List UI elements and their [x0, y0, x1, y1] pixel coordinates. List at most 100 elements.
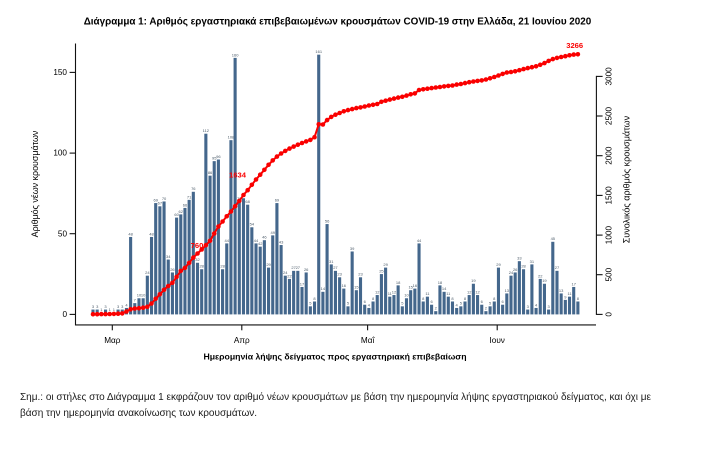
svg-text:150: 150 [53, 68, 67, 77]
svg-text:10: 10 [137, 293, 142, 298]
svg-text:68: 68 [245, 199, 250, 204]
svg-text:13: 13 [505, 288, 510, 293]
svg-text:12: 12 [392, 289, 397, 294]
svg-text:4: 4 [535, 302, 538, 307]
svg-text:12: 12 [475, 289, 480, 294]
svg-text:4: 4 [456, 302, 459, 307]
svg-text:18: 18 [438, 280, 443, 285]
svg-text:6: 6 [502, 299, 505, 304]
svg-text:1: 1 [100, 307, 103, 312]
svg-text:6: 6 [364, 299, 367, 304]
svg-text:0: 0 [605, 312, 614, 317]
svg-text:11: 11 [446, 291, 451, 296]
svg-text:19: 19 [471, 278, 476, 283]
svg-text:16: 16 [342, 283, 347, 288]
svg-text:5: 5 [489, 301, 492, 306]
svg-text:95: 95 [212, 156, 217, 161]
svg-text:16: 16 [413, 283, 418, 288]
svg-text:112: 112 [203, 128, 210, 133]
svg-text:1: 1 [113, 307, 116, 312]
svg-text:5: 5 [309, 301, 312, 306]
svg-text:760: 760 [191, 241, 204, 250]
svg-text:14: 14 [442, 286, 447, 291]
svg-text:3: 3 [92, 304, 95, 309]
svg-text:25: 25 [379, 268, 384, 273]
svg-text:6: 6 [430, 299, 433, 304]
svg-text:48: 48 [128, 231, 133, 236]
svg-text:70: 70 [162, 196, 167, 201]
svg-text:29: 29 [266, 262, 271, 267]
svg-text:44: 44 [417, 238, 422, 243]
svg-text:44: 44 [254, 238, 259, 243]
svg-text:Μαΐ: Μαΐ [361, 335, 376, 345]
svg-text:7: 7 [134, 298, 137, 303]
svg-text:27: 27 [555, 265, 560, 270]
svg-text:Ημερομηνία λήψης δείγματος προ: Ημερομηνία λήψης δείγματος προς εργαστηρ… [203, 352, 466, 362]
svg-text:1500: 1500 [605, 186, 614, 205]
svg-text:6: 6 [481, 299, 484, 304]
svg-text:28: 28 [220, 264, 225, 269]
svg-text:19: 19 [542, 278, 547, 283]
svg-text:28: 28 [521, 264, 526, 269]
svg-text:8: 8 [451, 296, 454, 301]
svg-text:3000: 3000 [605, 67, 614, 86]
svg-text:31: 31 [530, 259, 535, 264]
svg-text:8: 8 [313, 296, 316, 301]
svg-text:54: 54 [250, 222, 255, 227]
svg-text:160: 160 [232, 52, 239, 57]
svg-text:161: 161 [315, 49, 322, 54]
svg-text:3: 3 [121, 304, 124, 309]
svg-text:32: 32 [195, 257, 200, 262]
svg-text:15: 15 [354, 285, 359, 290]
svg-text:27: 27 [333, 265, 338, 270]
svg-text:Απρ: Απρ [234, 336, 250, 345]
svg-text:45: 45 [551, 236, 556, 241]
svg-text:46: 46 [262, 235, 267, 240]
svg-text:42: 42 [258, 241, 263, 246]
svg-text:44: 44 [225, 238, 230, 243]
svg-text:11: 11 [567, 291, 572, 296]
svg-text:10: 10 [404, 293, 409, 298]
svg-text:76: 76 [191, 186, 196, 191]
svg-text:39: 39 [350, 246, 355, 251]
svg-text:5: 5 [460, 301, 463, 306]
svg-text:69: 69 [153, 197, 158, 202]
svg-text:Αριθμός νέων κρουσμάτων: Αριθμός νέων κρουσμάτων [30, 130, 40, 237]
svg-text:49: 49 [271, 230, 276, 235]
svg-text:70: 70 [237, 196, 242, 201]
svg-text:9: 9 [564, 294, 567, 299]
svg-text:24: 24 [145, 270, 150, 275]
svg-text:2000: 2000 [605, 146, 614, 165]
svg-text:22: 22 [287, 273, 292, 278]
svg-text:8: 8 [577, 296, 580, 301]
svg-text:Συνολικός αριθμός κρουσμάτων: Συνολικός αριθμός κρουσμάτων [622, 115, 632, 243]
svg-text:24: 24 [283, 270, 288, 275]
svg-text:3: 3 [104, 304, 107, 309]
svg-text:26: 26 [513, 267, 518, 272]
svg-text:86: 86 [208, 170, 213, 175]
svg-text:56: 56 [325, 218, 330, 223]
svg-text:1000: 1000 [605, 226, 614, 245]
svg-text:29: 29 [496, 262, 501, 267]
svg-text:2: 2 [485, 306, 488, 311]
svg-text:Μαρ: Μαρ [104, 336, 121, 345]
svg-text:8: 8 [493, 296, 496, 301]
svg-text:96: 96 [216, 154, 221, 159]
svg-text:11: 11 [425, 291, 430, 296]
svg-text:48: 48 [149, 231, 154, 236]
svg-text:60: 60 [174, 212, 179, 217]
svg-text:67: 67 [158, 201, 163, 206]
svg-text:13: 13 [559, 288, 564, 293]
svg-text:31: 31 [329, 259, 334, 264]
svg-text:17: 17 [300, 281, 305, 286]
svg-text:27: 27 [296, 265, 301, 270]
svg-text:71: 71 [187, 194, 192, 199]
svg-text:24: 24 [509, 270, 514, 275]
svg-text:11: 11 [388, 291, 393, 296]
svg-text:12: 12 [467, 289, 472, 294]
svg-text:62: 62 [179, 209, 184, 214]
svg-text:3: 3 [117, 304, 120, 309]
svg-text:0: 0 [62, 310, 67, 319]
svg-text:4: 4 [368, 302, 371, 307]
svg-text:34: 34 [166, 254, 171, 259]
